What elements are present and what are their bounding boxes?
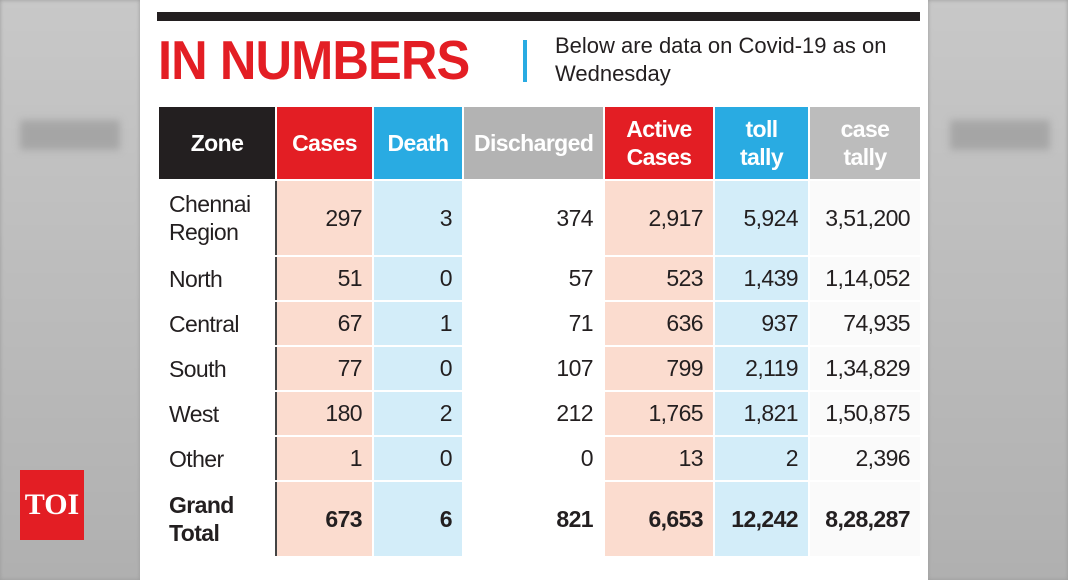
value-cell: 5,924 xyxy=(713,179,810,257)
value-cell: 74,935 xyxy=(808,300,922,347)
zone-cell: West xyxy=(157,390,277,437)
table-row: Other 1 0 0 13 2 2,396 xyxy=(157,435,922,482)
table-row: West 180 2 212 1,765 1,821 1,50,875 xyxy=(157,390,922,437)
value-cell: 6 xyxy=(372,480,464,558)
table-row: Central 67 1 71 636 937 74,935 xyxy=(157,300,922,347)
value-cell: 6,653 xyxy=(603,480,715,558)
zone-cell: Grand Total xyxy=(157,480,277,558)
panel: IN NUMBERS Below are data on Covid-19 as… xyxy=(140,0,928,580)
separator xyxy=(523,40,527,82)
table-body: Chennai Region 297 3 374 2,917 5,924 3,51,200 N… xyxy=(157,179,922,558)
zone-cell: Chennai Region xyxy=(157,179,277,257)
column-header: Zone xyxy=(157,105,277,181)
background-blur xyxy=(950,120,1050,150)
value-cell: 212 xyxy=(462,390,605,437)
header-row: Zone Cases Death Discharged Active Cases toll… xyxy=(157,105,922,181)
value-cell: 1,14,052 xyxy=(808,255,922,302)
value-cell: 13 xyxy=(603,435,715,482)
value-cell: 1,50,875 xyxy=(808,390,922,437)
zone-cell: Central xyxy=(157,300,277,347)
column-header: toll tally xyxy=(713,105,810,181)
column-header: Death xyxy=(372,105,464,181)
value-cell: 0 xyxy=(372,435,464,482)
table-row: South 77 0 107 799 2,119 1,34,829 xyxy=(157,345,922,392)
value-cell: 2 xyxy=(372,390,464,437)
column-header: Cases xyxy=(275,105,374,181)
value-cell: 0 xyxy=(372,255,464,302)
data-table: Zone Cases Death Discharged Active Cases toll… xyxy=(157,105,922,558)
value-cell: 71 xyxy=(462,300,605,347)
value-cell: 821 xyxy=(462,480,605,558)
value-cell: 67 xyxy=(275,300,374,347)
table-row: Grand Total 673 6 821 6,653 12,242 8,28,287 xyxy=(157,480,922,558)
value-cell: 1,765 xyxy=(603,390,715,437)
value-cell: 523 xyxy=(603,255,715,302)
zone-cell: North xyxy=(157,255,277,302)
subtitle: Below are data on Covid-19 as on Wednesd… xyxy=(555,33,887,86)
value-cell: 51 xyxy=(275,255,374,302)
value-cell: 8,28,287 xyxy=(808,480,922,558)
value-cell: 673 xyxy=(275,480,374,558)
value-cell: 1 xyxy=(372,300,464,347)
zone-cell: Other xyxy=(157,435,277,482)
value-cell: 2,119 xyxy=(713,345,810,392)
title: IN NUMBERS xyxy=(158,29,470,91)
value-cell: 799 xyxy=(603,345,715,392)
value-cell: 937 xyxy=(713,300,810,347)
value-cell: 374 xyxy=(462,179,605,257)
top-bar xyxy=(157,12,920,21)
column-header: case tally xyxy=(808,105,922,181)
value-cell: 180 xyxy=(275,390,374,437)
value-cell: 12,242 xyxy=(713,480,810,558)
value-cell: 297 xyxy=(275,179,374,257)
value-cell: 2,396 xyxy=(808,435,922,482)
value-cell: 0 xyxy=(462,435,605,482)
value-cell: 0 xyxy=(372,345,464,392)
table-row: North 51 0 57 523 1,439 1,14,052 xyxy=(157,255,922,302)
value-cell: 1,439 xyxy=(713,255,810,302)
column-header: Discharged xyxy=(462,105,605,181)
logo: TOI xyxy=(20,470,84,540)
zone-cell: South xyxy=(157,345,277,392)
value-cell: 77 xyxy=(275,345,374,392)
value-cell: 3 xyxy=(372,179,464,257)
value-cell: 1,821 xyxy=(713,390,810,437)
value-cell: 2,917 xyxy=(603,179,715,257)
value-cell: 57 xyxy=(462,255,605,302)
value-cell: 2 xyxy=(713,435,810,482)
value-cell: 1,34,829 xyxy=(808,345,922,392)
background-blur xyxy=(928,0,1068,580)
column-header: Active Cases xyxy=(603,105,715,181)
value-cell: 107 xyxy=(462,345,605,392)
value-cell: 636 xyxy=(603,300,715,347)
background-blur xyxy=(20,120,120,150)
value-cell: 3,51,200 xyxy=(808,179,922,257)
table-row: Chennai Region 297 3 374 2,917 5,924 3,51,200 xyxy=(157,179,922,257)
value-cell: 1 xyxy=(275,435,374,482)
